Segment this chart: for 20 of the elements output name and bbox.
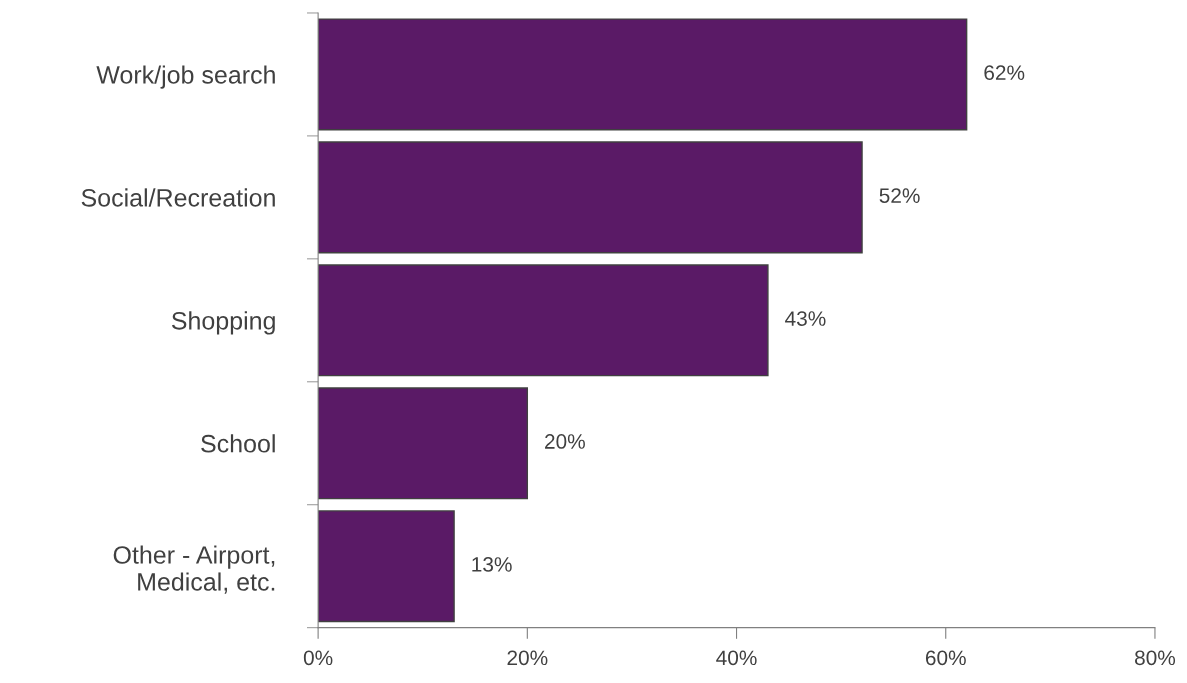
bar [318,264,769,377]
data-label: 52% [879,188,920,203]
x-tick-label: 40% [716,650,757,666]
bar [318,510,455,623]
x-tick-label: 0% [303,650,333,666]
x-tick-label: 20% [507,650,548,666]
y-tick-label: Social/Recreation [81,188,275,207]
x-tick-label: 80% [1135,650,1176,666]
x-tick-label: 60% [925,650,966,666]
bar [318,387,529,500]
data-label: 13% [472,557,512,572]
data-label: 62% [984,65,1025,81]
y-tick-label: Other - Airport, Medical, etc. [113,545,275,594]
data-label: 20% [545,434,585,449]
y-tick-label: Work/job search [96,65,275,89]
bar [318,18,968,131]
y-tick-label: School [201,434,275,453]
y-tick-label: Shopping [171,311,275,335]
data-label: 43% [785,311,826,326]
bar [318,141,863,254]
